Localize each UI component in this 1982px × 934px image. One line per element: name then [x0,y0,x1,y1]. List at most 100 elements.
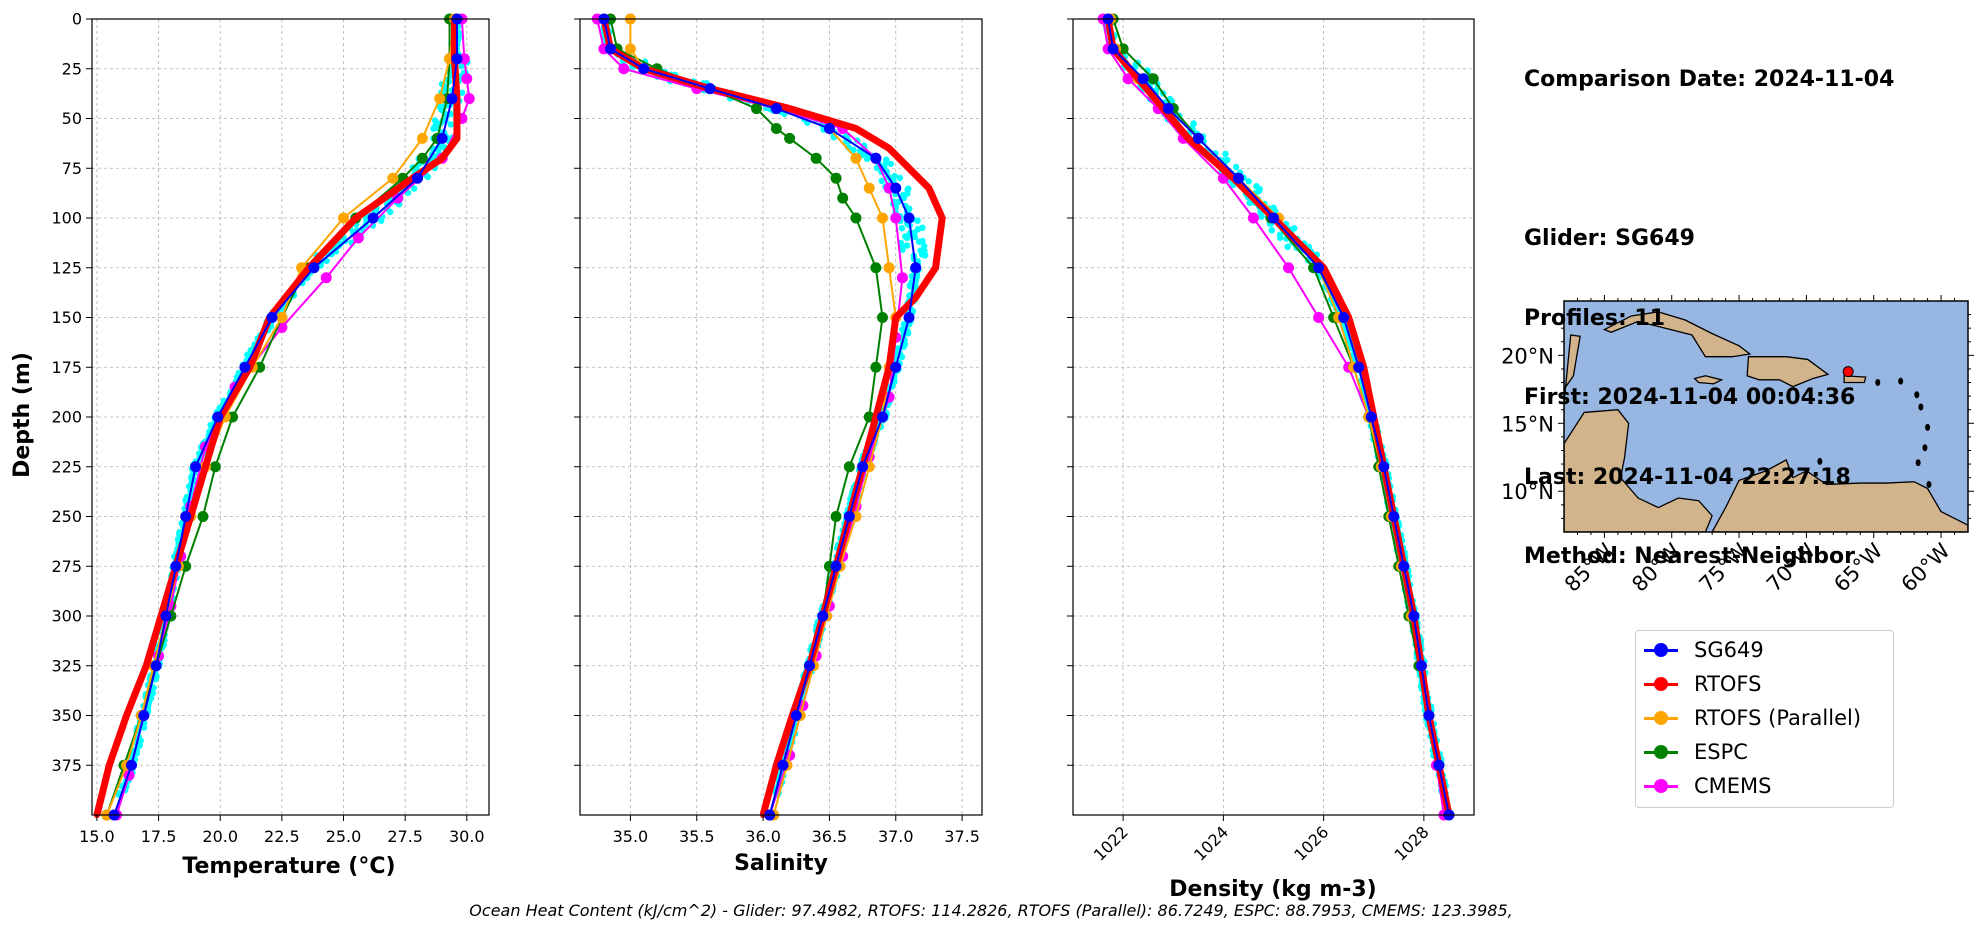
y-tick-label: 375 [51,756,82,775]
map-lat-label: 15°N [1501,412,1554,436]
x-tick-label: 17.5 [141,827,177,846]
glider-scatter-point [891,172,898,180]
series-point [434,93,446,105]
comparison-date: Comparison Date: 2024-11-04 [1524,67,1895,92]
series-point [850,152,862,164]
series-sg649 [1102,13,1455,821]
series-point [618,63,630,75]
series-point [896,272,908,284]
glider-scatter-point [410,185,418,192]
legend-item-rtofs: RTOFS [1644,669,1761,699]
series-point [150,660,162,672]
series-point [352,232,364,244]
series-point [804,660,816,672]
glider-scatter-point [430,125,437,132]
series-point [138,710,150,721]
glider-scatter-point [901,233,909,240]
x-tick-label: 35.5 [679,827,715,846]
series-point [906,165,913,172]
info-box: Comparison Date: 2024-11-04 Glider: SG64… [1524,14,1894,597]
legend-swatch [1644,708,1678,728]
series-point [1338,312,1350,323]
series-point [209,461,221,473]
x-tick-label: 27.5 [387,827,423,846]
series-sg649 [108,13,463,821]
legend-item-espc: ESPC [1644,737,1748,767]
glider-scatter-point [1232,163,1240,171]
series-point [925,185,932,192]
y-tick-label: 300 [51,607,82,626]
x-tick-label: 37.5 [944,827,980,846]
y-tick-label: 0 [72,10,82,29]
first-time: First: 2024-11-04 00:04:36 [1524,385,1856,410]
series-point [416,132,428,144]
series-point [784,132,796,144]
glider-scatter-point [911,233,919,241]
legend-swatch [1644,742,1678,762]
series-point [837,192,849,204]
x-tick-label: 20.0 [202,827,238,846]
x-tick-label: 36.5 [812,827,848,846]
x-tick-label: 1028 [1390,822,1432,864]
glider-scatter-point [437,106,445,113]
map-lat-label: 10°N [1501,480,1554,504]
glider-scatter-point [1276,234,1284,241]
legend-swatch [1644,640,1678,660]
series-point [624,43,636,55]
density-panel: 1022 1024 1026 1028 [1067,13,1475,865]
series-point [197,511,209,522]
legend: SG649 RTOFS RTOFS (Parallel) ESPC CMEMS [1635,630,1894,808]
legend-label: RTOFS [1694,672,1762,696]
series-point [125,759,137,771]
series-point [1313,312,1325,323]
small-island [1926,480,1932,488]
series-point [392,192,404,204]
y-tick-label: 325 [51,656,82,675]
series-point [890,212,902,224]
series-point [1122,73,1134,85]
series-point [1398,560,1410,572]
glider-scatter-point [387,208,394,216]
series-point [870,152,882,164]
small-island [1898,377,1904,385]
x-tick-label: 1022 [1090,822,1132,864]
glider-scatter-point [894,198,902,206]
legend-swatch [1644,674,1678,694]
series-point [123,712,130,719]
small-island [1922,444,1928,452]
y-tick-label: 125 [51,258,82,277]
y-tick-label: 150 [51,308,82,327]
method: Method: Nearest-Neighbor [1524,544,1855,569]
series-point [239,361,251,373]
series-point [830,560,842,572]
series-point [750,103,762,115]
legend-item-rtofs-parallel: RTOFS (Parallel) [1644,703,1861,733]
x-tick-label: 1026 [1290,822,1332,864]
series-point [863,182,875,194]
series-point [387,172,399,184]
glider-scatter-point [904,190,911,197]
series-point [823,122,835,134]
series-point [106,762,113,769]
small-island [1915,459,1921,467]
glider-scatter-point [424,173,432,181]
series-point [890,182,902,194]
profile-count: Profiles: 11 [1524,305,1666,331]
legend-item-sg649: SG649 [1644,635,1764,665]
series-point [790,710,802,721]
glider-scatter-point [900,194,908,202]
series-point [852,125,859,132]
series-point [770,103,782,115]
series-point [1353,361,1365,373]
glider-scatter-point [921,242,928,250]
x-tick-label: 22.5 [264,827,300,846]
series-point [1433,759,1445,771]
legend-label: CMEMS [1694,774,1772,798]
south-america [1711,459,1968,532]
glider-scatter-point [918,251,926,258]
series-point [266,312,278,323]
legend-label: ESPC [1694,740,1748,764]
series-point [453,135,460,142]
land [1564,301,1968,532]
legend-label: RTOFS (Parallel) [1694,706,1862,730]
